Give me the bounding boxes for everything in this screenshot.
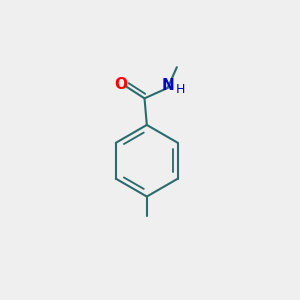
Text: O: O xyxy=(114,77,127,92)
Text: N: N xyxy=(162,78,174,93)
Text: H: H xyxy=(176,83,185,96)
